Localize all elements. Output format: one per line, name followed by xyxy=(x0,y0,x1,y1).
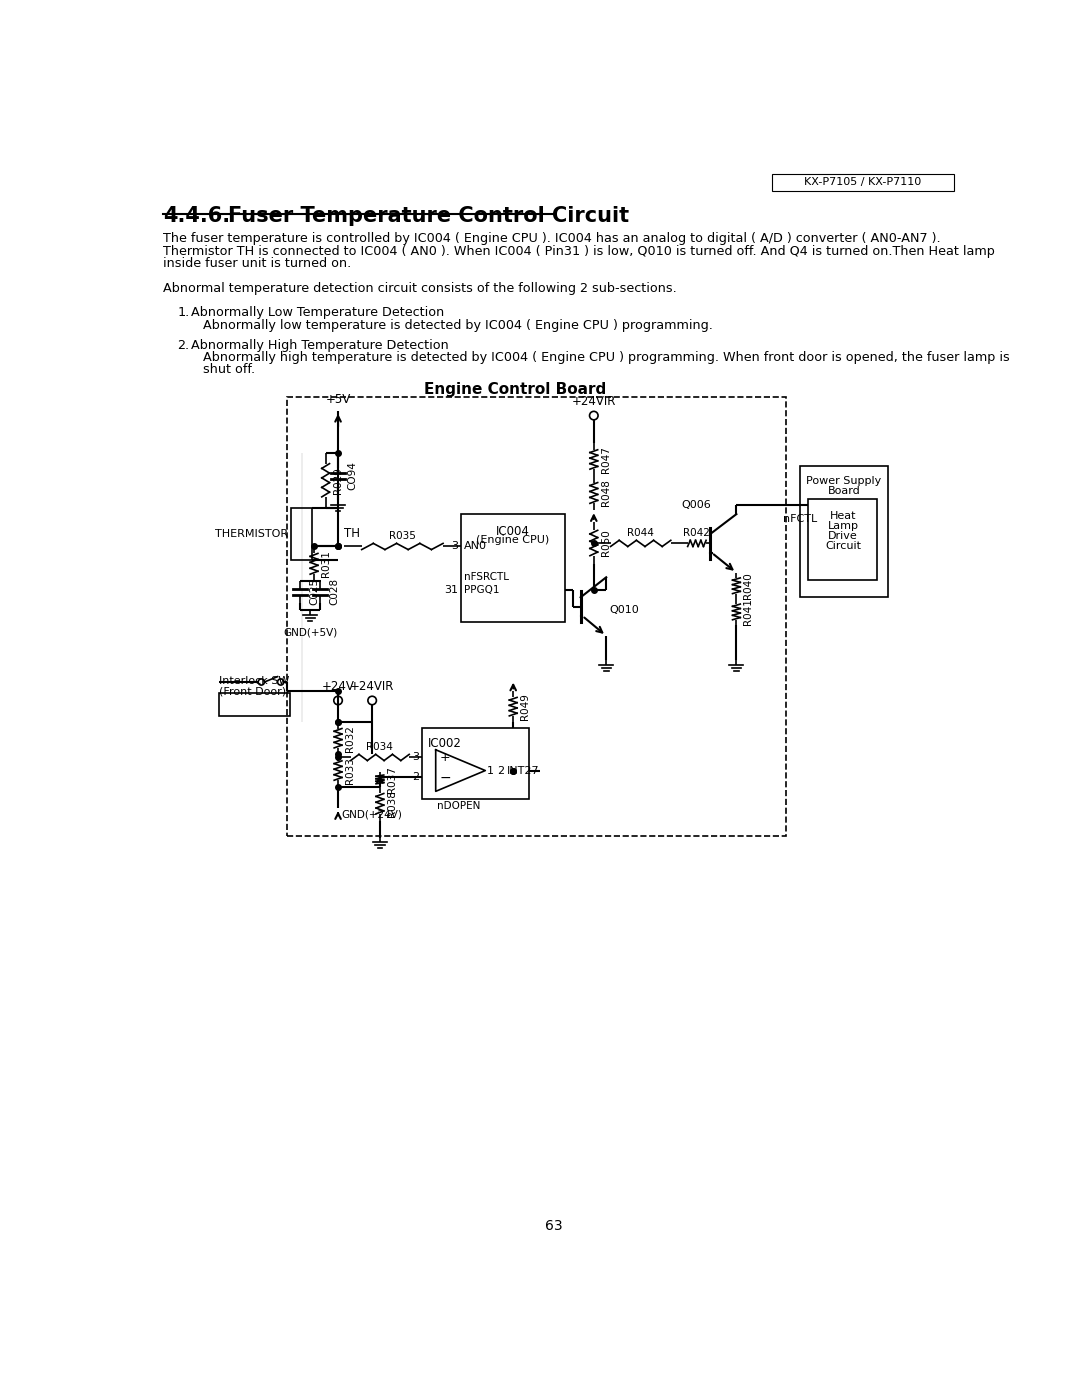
Text: R034: R034 xyxy=(366,742,393,752)
Text: Fuser Temperature Control Circuit: Fuser Temperature Control Circuit xyxy=(228,207,630,226)
Text: 2: 2 xyxy=(497,766,504,775)
Text: AN0: AN0 xyxy=(464,542,487,552)
Text: R048: R048 xyxy=(600,479,611,506)
Text: Abnormal temperature detection circuit consists of the following 2 sub-sections.: Abnormal temperature detection circuit c… xyxy=(163,282,677,295)
Text: INT27: INT27 xyxy=(507,766,540,775)
Text: Lamp: Lamp xyxy=(827,521,859,531)
Text: R035: R035 xyxy=(389,531,416,541)
Text: (Engine CPU): (Engine CPU) xyxy=(476,535,550,545)
Text: THERMISTOR: THERMISTOR xyxy=(215,529,287,539)
Text: 1: 1 xyxy=(487,766,494,775)
Text: Q010: Q010 xyxy=(609,605,639,615)
Text: R029: R029 xyxy=(333,467,342,493)
Text: Abnormally High Temperature Detection: Abnormally High Temperature Detection xyxy=(191,338,448,352)
Text: +24VIR: +24VIR xyxy=(571,395,616,408)
Text: 2: 2 xyxy=(413,773,419,782)
Text: +24V: +24V xyxy=(322,680,354,693)
Text: R050: R050 xyxy=(600,529,611,556)
Text: GND(+5V): GND(+5V) xyxy=(283,627,337,637)
Bar xyxy=(800,467,889,598)
Text: 3: 3 xyxy=(451,542,458,552)
Text: +: + xyxy=(440,752,450,764)
Bar xyxy=(460,514,565,622)
Text: R033: R033 xyxy=(345,757,355,784)
Text: CO94: CO94 xyxy=(348,461,357,490)
Text: Engine Control Board: Engine Control Board xyxy=(423,381,606,397)
Bar xyxy=(422,728,529,799)
Text: Circuit: Circuit xyxy=(825,541,861,550)
Text: The fuser temperature is controlled by IC004 ( Engine CPU ). IC004 has an analog: The fuser temperature is controlled by I… xyxy=(163,232,941,246)
Bar xyxy=(218,693,291,715)
Text: nDOPEN: nDOPEN xyxy=(437,800,481,810)
Text: Abnormally Low Temperature Detection: Abnormally Low Temperature Detection xyxy=(191,306,444,320)
Text: +5V: +5V xyxy=(325,394,351,407)
Text: Interlock SW: Interlock SW xyxy=(218,676,289,686)
Bar xyxy=(287,397,786,835)
Text: R037: R037 xyxy=(387,766,396,793)
Text: Q006: Q006 xyxy=(681,500,711,510)
Text: Drive: Drive xyxy=(828,531,858,541)
Text: R038: R038 xyxy=(387,791,396,817)
Text: KX-P7105 / KX-P7110: KX-P7105 / KX-P7110 xyxy=(805,177,921,187)
Text: 3: 3 xyxy=(413,753,419,763)
Text: nFCTL: nFCTL xyxy=(783,514,818,524)
Text: R041: R041 xyxy=(743,598,754,626)
Text: R040: R040 xyxy=(743,573,754,599)
Polygon shape xyxy=(435,750,485,791)
Text: +24VIR: +24VIR xyxy=(350,680,394,693)
Text: −: − xyxy=(440,771,450,785)
Text: inside fuser unit is turned on.: inside fuser unit is turned on. xyxy=(163,257,351,270)
Text: Heat: Heat xyxy=(829,511,856,521)
Text: Abnormally low temperature is detected by IC004 ( Engine CPU ) programming.: Abnormally low temperature is detected b… xyxy=(203,319,713,331)
Text: Thermistor TH is connected to IC004 ( AN0 ). When IC004 ( Pin31 ) is low, Q010 i: Thermistor TH is connected to IC004 ( AN… xyxy=(163,244,995,257)
Text: 31: 31 xyxy=(444,584,458,595)
Text: PPGQ1: PPGQ1 xyxy=(464,584,500,595)
Bar xyxy=(291,509,312,560)
Text: R047: R047 xyxy=(600,446,611,474)
Text: R031: R031 xyxy=(321,550,330,577)
Text: Abnormally high temperature is detected by IC004 ( Engine CPU ) programming. Whe: Abnormally high temperature is detected … xyxy=(203,351,1010,363)
Bar xyxy=(772,173,954,191)
Text: TH: TH xyxy=(345,527,361,541)
Text: R044: R044 xyxy=(627,528,654,538)
Text: (Front Door): (Front Door) xyxy=(218,686,286,697)
Text: nFSRCTL: nFSRCTL xyxy=(464,571,510,583)
Text: 2.: 2. xyxy=(177,338,190,352)
Text: IC002: IC002 xyxy=(428,738,462,750)
Text: Power Supply: Power Supply xyxy=(807,476,881,486)
Text: 63: 63 xyxy=(544,1220,563,1234)
Text: C025: C025 xyxy=(309,578,320,605)
Bar xyxy=(809,499,877,580)
Text: C028: C028 xyxy=(329,578,339,605)
Text: 4.4.6.: 4.4.6. xyxy=(163,207,230,226)
Text: R042: R042 xyxy=(684,528,711,538)
Text: Board: Board xyxy=(827,486,861,496)
Text: IC004: IC004 xyxy=(496,525,530,538)
Text: R049: R049 xyxy=(521,693,530,719)
Text: R032: R032 xyxy=(345,725,355,752)
Text: 1.: 1. xyxy=(177,306,190,320)
Text: GND(+24V): GND(+24V) xyxy=(341,809,402,820)
Text: shut off.: shut off. xyxy=(203,363,255,376)
